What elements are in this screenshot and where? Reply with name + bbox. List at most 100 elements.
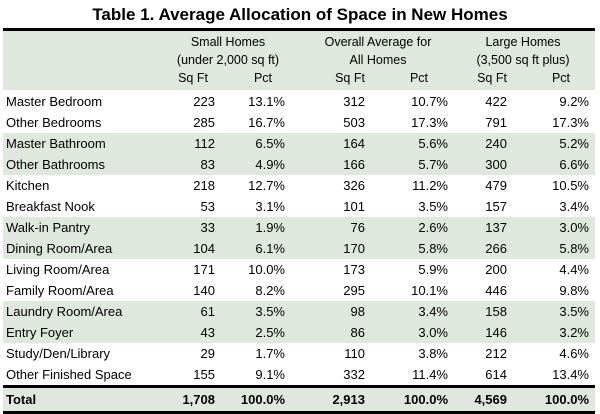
space-allocation-table: Small Homes (under 2,000 sq ft) Overall …: [3, 28, 595, 414]
small-pct: 6.1%: [255, 241, 285, 256]
small-sqft: 53: [200, 199, 215, 214]
large-pct: 17.3%: [552, 115, 589, 130]
small-pct: 3.5%: [255, 304, 285, 319]
overall-pct: 11.2%: [412, 178, 448, 193]
large-sqft: 212: [485, 346, 507, 361]
small-sqft: 104: [193, 241, 215, 256]
row-label: Kitchen: [6, 178, 50, 193]
large-pct: 10.5%: [552, 178, 589, 193]
overall-pct: 10.7%: [411, 94, 448, 109]
small-pct: 3.1%: [255, 199, 285, 214]
large-pct: 4.6%: [559, 346, 589, 361]
overall-pct: 5.7%: [418, 157, 448, 172]
table-row: Entry Foyer 43 2.5% 86 3.0% 146 3.2%: [3, 322, 595, 343]
group-subheader-small: (under 2,000 sq ft): [176, 53, 280, 67]
small-pct: 8.2%: [255, 283, 285, 298]
group-subheader-overall: All Homes: [349, 53, 407, 67]
table-row: Family Room/Area 140 8.2% 295 10.1% 446 9.8%: [3, 280, 595, 301]
total-small-sqft: 1,708: [182, 392, 215, 407]
row-label: Family Room/Area: [6, 283, 114, 298]
large-pct: 3.0%: [559, 220, 589, 235]
table-row: Other Bedrooms 285 16.7% 503 17.3% 791 17.3%: [3, 112, 595, 133]
overall-pct: 3.8%: [418, 346, 448, 361]
total-row: Total 1,708 100.0% 2,913 100.0% 4,569 10…: [3, 385, 595, 411]
small-sqft: 29: [200, 346, 215, 361]
small-sqft: 33: [200, 220, 215, 235]
table-header: Small Homes (under 2,000 sq ft) Overall …: [3, 31, 595, 90]
overall-sqft: 312: [343, 94, 365, 109]
overall-pct: 11.4%: [412, 367, 448, 382]
row-label: Entry Foyer: [6, 325, 74, 340]
large-pct: 4.4%: [559, 262, 589, 277]
table-row: Other Finished Space 155 9.1% 332 11.4% 614 13…: [3, 364, 595, 385]
large-pct: 3.5%: [559, 304, 589, 319]
large-pct: 3.4%: [559, 199, 589, 214]
overall-sqft: 166: [343, 157, 365, 172]
overall-pct: 10.1%: [411, 283, 448, 298]
row-label: Laundry Room/Area: [6, 304, 123, 319]
large-sqft: 479: [485, 178, 507, 193]
row-label: Other Bedrooms: [6, 115, 102, 130]
large-pct: 9.2%: [559, 94, 589, 109]
overall-pct: 5.9%: [418, 262, 448, 277]
overall-pct: 5.6%: [418, 136, 448, 151]
total-overall-sqft: 2,913: [332, 392, 365, 407]
small-sqft: 140: [193, 283, 215, 298]
large-pct: 6.6%: [559, 157, 589, 172]
col-header-large-sqft: Sq Ft: [477, 71, 507, 85]
col-header-small-sqft: Sq Ft: [178, 71, 208, 85]
total-overall-pct: 100.0%: [403, 392, 448, 407]
overall-sqft: 332: [343, 367, 365, 382]
small-pct: 1.9%: [255, 220, 285, 235]
small-sqft: 61: [200, 304, 215, 319]
large-sqft: 137: [485, 220, 507, 235]
row-label: Other Bathrooms: [6, 157, 105, 172]
overall-sqft: 101: [343, 199, 365, 214]
overall-pct: 3.4%: [418, 304, 448, 319]
row-label: Walk-in Pantry: [6, 220, 91, 235]
col-header-overall-sqft: Sq Ft: [335, 71, 365, 85]
table-row: Study/Den/Library 29 1.7% 110 3.8% 212 4.6%: [3, 343, 595, 364]
table-title: Table 1. Average Allocation of Space in …: [92, 5, 508, 24]
overall-pct: 5.8%: [418, 241, 448, 256]
small-pct: 12.7%: [248, 178, 285, 193]
large-sqft: 158: [485, 304, 507, 319]
overall-sqft: 173: [343, 262, 365, 277]
overall-pct: 17.3%: [411, 115, 448, 130]
table-row: Master Bedroom 223 13.1% 312 10.7% 422 9.2%: [3, 91, 595, 112]
row-label: Study/Den/Library: [6, 346, 111, 361]
row-label: Living Room/Area: [6, 262, 110, 277]
small-pct: 9.1%: [255, 367, 285, 382]
small-sqft: 223: [193, 94, 215, 109]
overall-sqft: 503: [343, 115, 365, 130]
small-pct: 6.5%: [255, 136, 285, 151]
table-row: Walk-in Pantry 33 1.9% 76 2.6% 137 3.0%: [3, 217, 595, 238]
large-pct: 9.8%: [559, 283, 589, 298]
large-sqft: 300: [485, 157, 507, 172]
small-sqft: 83: [200, 157, 215, 172]
large-pct: 3.2%: [559, 325, 589, 340]
large-sqft: 240: [485, 136, 507, 151]
large-sqft: 791: [485, 115, 507, 130]
overall-sqft: 170: [343, 241, 365, 256]
small-sqft: 285: [193, 115, 215, 130]
overall-pct: 3.0%: [418, 325, 448, 340]
total-large-pct: 100.0%: [544, 392, 589, 407]
large-sqft: 146: [485, 325, 507, 340]
small-sqft: 112: [194, 136, 215, 151]
table-row: Living Room/Area 171 10.0% 173 5.9% 200 4.4%: [3, 259, 595, 280]
total-large-sqft: 4,569: [474, 392, 507, 407]
large-pct: 5.8%: [559, 241, 589, 256]
table-row: Other Bathrooms 83 4.9% 166 5.7% 300 6.6%: [3, 154, 595, 175]
overall-sqft: 110: [344, 346, 365, 361]
large-sqft: 157: [485, 199, 507, 214]
overall-sqft: 98: [350, 304, 365, 319]
large-sqft: 446: [485, 283, 507, 298]
small-sqft: 155: [193, 367, 215, 382]
overall-sqft: 86: [350, 325, 365, 340]
large-pct: 13.4%: [552, 367, 589, 382]
overall-sqft: 326: [343, 178, 365, 193]
small-pct: 2.5%: [255, 325, 285, 340]
small-pct: 10.0%: [248, 262, 285, 277]
group-header-small: Small Homes: [190, 35, 266, 49]
